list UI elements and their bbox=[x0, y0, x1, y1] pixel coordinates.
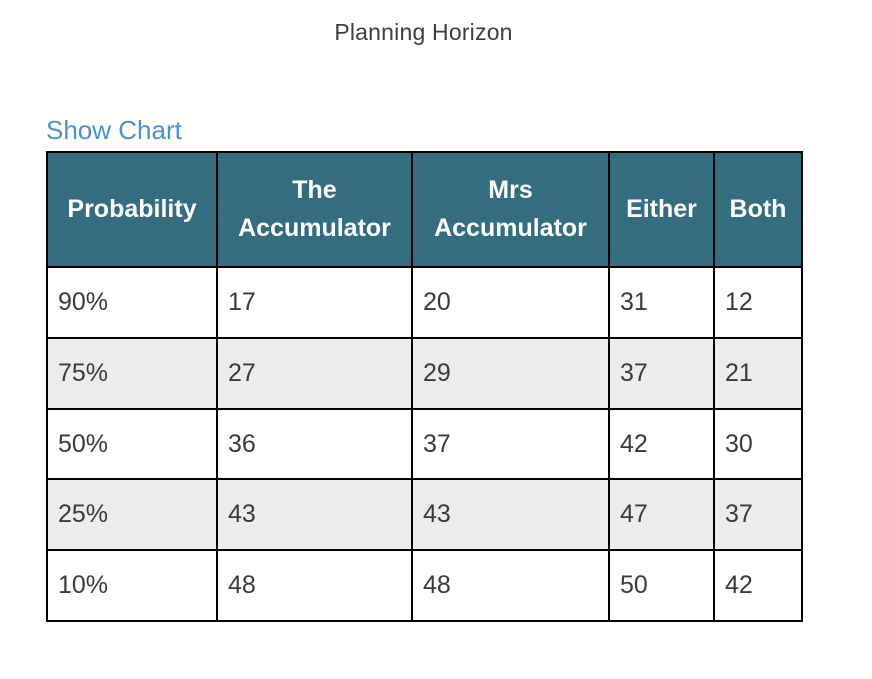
probability-cell: 75% bbox=[46, 336, 218, 410]
value-cell: 48 bbox=[411, 549, 610, 622]
value-cell: 43 bbox=[411, 478, 610, 552]
value-cell: 21 bbox=[713, 336, 803, 410]
table-header-row: Probability The Accumulator Mrs Accumulato… bbox=[46, 150, 803, 269]
value-cell: 30 bbox=[713, 407, 803, 481]
value-cell: 48 bbox=[216, 549, 413, 622]
page-title: Planning Horizon bbox=[334, 19, 513, 45]
table-row: 25% 43 43 47 37 bbox=[46, 478, 803, 552]
show-chart-link[interactable]: Show Chart bbox=[46, 114, 182, 145]
probability-cell: 25% bbox=[46, 478, 218, 552]
value-cell: 27 bbox=[216, 336, 413, 410]
probability-cell: 10% bbox=[46, 549, 218, 622]
table-row: 90% 17 20 31 12 bbox=[46, 266, 803, 339]
column-header-probability: Probability bbox=[46, 150, 218, 269]
value-cell: 50 bbox=[608, 549, 715, 622]
value-cell: 17 bbox=[216, 266, 413, 339]
probability-cell: 90% bbox=[46, 266, 218, 339]
column-header-both: Both bbox=[713, 150, 803, 269]
value-cell: 12 bbox=[713, 266, 803, 339]
table-row: 10% 48 48 50 42 bbox=[46, 549, 803, 622]
column-header-either: Either bbox=[608, 150, 715, 269]
value-cell: 43 bbox=[216, 478, 413, 552]
column-header-the-accumulator: The Accumulator bbox=[216, 150, 413, 269]
planning-horizon-table: Probability The Accumulator Mrs Accumulato… bbox=[46, 150, 803, 622]
probability-cell: 50% bbox=[46, 407, 218, 481]
value-cell: 36 bbox=[216, 407, 413, 481]
table-row: 75% 27 29 37 21 bbox=[46, 336, 803, 410]
table-body: 90% 17 20 31 12 75% 27 29 37 21 50% 36 37 42 30 25% 43 43… bbox=[46, 266, 803, 622]
value-cell: 37 bbox=[608, 336, 715, 410]
column-header-mrs-accumulator: Mrs Accumulator bbox=[411, 150, 610, 269]
value-cell: 29 bbox=[411, 336, 610, 410]
value-cell: 31 bbox=[608, 266, 715, 339]
content-area: Planning Horizon Show Chart Probability T… bbox=[46, 19, 803, 622]
value-cell: 20 bbox=[411, 266, 610, 339]
value-cell: 37 bbox=[411, 407, 610, 481]
value-cell: 42 bbox=[713, 549, 803, 622]
value-cell: 37 bbox=[713, 478, 803, 552]
value-cell: 47 bbox=[608, 478, 715, 552]
table-row: 50% 36 37 42 30 bbox=[46, 407, 803, 481]
value-cell: 42 bbox=[608, 407, 715, 481]
